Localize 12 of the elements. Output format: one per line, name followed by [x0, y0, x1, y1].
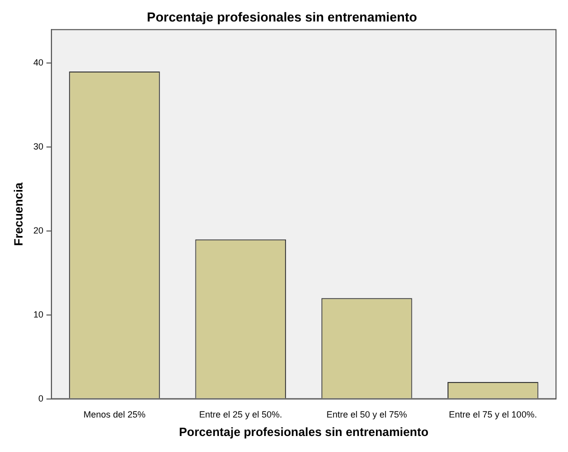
- x-tick-label: Menos del 25%: [83, 410, 146, 420]
- y-tick-label: 10: [33, 309, 44, 320]
- x-tick-label: Entre el 50 y el 75%: [326, 410, 408, 420]
- y-tick-label: 20: [33, 225, 44, 236]
- chart-title: Porcentaje profesionales sin entrenamiento: [146, 9, 418, 24]
- x-axis-title: Porcentaje profesionales sin entrenamiento: [179, 425, 428, 440]
- x-tick-label: Entre el 75 y el 100%.: [448, 410, 537, 420]
- x-tick-label: Entre el 25 y el 50%.: [199, 410, 282, 420]
- y-tick-label: 30: [33, 142, 44, 152]
- y-tick-label: 40: [33, 58, 44, 68]
- y-tick-label: 0: [38, 393, 44, 404]
- y-axis-title: Frecuencia: [12, 182, 26, 246]
